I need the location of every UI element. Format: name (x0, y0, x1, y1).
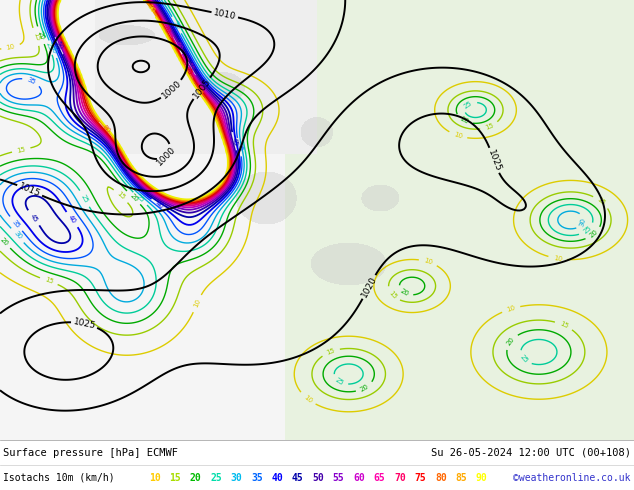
Text: 10: 10 (506, 305, 516, 313)
Text: 10: 10 (193, 298, 202, 309)
Text: 15: 15 (169, 472, 181, 483)
Text: 20: 20 (458, 116, 469, 125)
Text: 35: 35 (11, 219, 21, 229)
Text: 25: 25 (334, 377, 344, 387)
Text: 80: 80 (100, 124, 111, 135)
Text: 1010: 1010 (212, 8, 237, 22)
Text: 65: 65 (179, 53, 189, 64)
Text: 1000: 1000 (160, 79, 183, 101)
Text: 1025: 1025 (72, 317, 96, 331)
Text: 50: 50 (313, 472, 324, 483)
Text: 20: 20 (399, 288, 410, 297)
Text: 15: 15 (325, 347, 336, 356)
Text: 10: 10 (302, 393, 313, 404)
Text: 25: 25 (210, 472, 222, 483)
Text: 15: 15 (596, 196, 607, 207)
Text: 90: 90 (145, 3, 155, 14)
Text: 15: 15 (44, 277, 54, 285)
Text: 75: 75 (415, 472, 427, 483)
Text: 40: 40 (271, 472, 283, 483)
Text: 35: 35 (251, 472, 263, 483)
Text: 10: 10 (149, 472, 160, 483)
Text: 70: 70 (394, 472, 406, 483)
Text: 15: 15 (484, 122, 495, 131)
Text: 30: 30 (12, 230, 23, 241)
Text: 70: 70 (162, 24, 172, 35)
Text: 20: 20 (36, 30, 45, 41)
Text: 85: 85 (455, 472, 467, 483)
Text: 60: 60 (173, 40, 183, 51)
Text: 40: 40 (154, 199, 165, 210)
Text: Su 26-05-2024 12:00 UTC (00+108): Su 26-05-2024 12:00 UTC (00+108) (431, 447, 631, 458)
Text: 20: 20 (588, 229, 599, 239)
Text: 25: 25 (582, 225, 593, 235)
Text: 20: 20 (506, 336, 516, 347)
Text: 15: 15 (16, 146, 26, 154)
Text: 15: 15 (387, 290, 398, 300)
Text: 30: 30 (579, 217, 587, 227)
Text: 30: 30 (172, 20, 181, 30)
Text: 25: 25 (463, 99, 474, 109)
Text: 60: 60 (353, 472, 365, 483)
Text: 90: 90 (476, 472, 488, 483)
Text: 1005: 1005 (191, 76, 212, 100)
Text: 25: 25 (44, 41, 53, 51)
Text: 1000: 1000 (155, 145, 177, 167)
Text: 40: 40 (67, 214, 77, 225)
Text: 80: 80 (435, 472, 447, 483)
Text: Isotachs 10m (km/h): Isotachs 10m (km/h) (3, 472, 120, 483)
Text: 10: 10 (423, 258, 433, 266)
Text: 35: 35 (26, 76, 37, 85)
Text: 10: 10 (453, 131, 463, 140)
Text: 20: 20 (359, 383, 370, 392)
Text: Surface pressure [hPa] ECMWF: Surface pressure [hPa] ECMWF (3, 447, 178, 458)
Text: 1025: 1025 (486, 148, 502, 172)
Text: 55: 55 (333, 472, 345, 483)
Text: 45: 45 (292, 472, 304, 483)
Text: 20: 20 (0, 236, 9, 246)
Text: 35: 35 (235, 142, 243, 152)
Text: 25: 25 (135, 194, 145, 204)
Text: 45: 45 (230, 136, 238, 146)
Text: 20: 20 (190, 472, 202, 483)
Text: 1020: 1020 (359, 275, 378, 299)
Text: 45: 45 (29, 213, 39, 223)
Text: 30: 30 (48, 44, 58, 54)
Text: 15: 15 (32, 32, 41, 42)
Text: 15: 15 (559, 320, 569, 330)
Text: 75: 75 (183, 65, 193, 76)
Bar (95, 0, 317, 154)
Bar (285, 0, 634, 440)
Text: 25: 25 (519, 354, 529, 364)
Text: 55: 55 (186, 62, 196, 72)
Text: 1015: 1015 (17, 182, 42, 199)
Text: ©weatheronline.co.uk: ©weatheronline.co.uk (514, 472, 631, 483)
Text: 10: 10 (6, 43, 16, 50)
Text: 15: 15 (115, 191, 126, 201)
Text: 50: 50 (55, 40, 63, 51)
Text: 85: 85 (194, 86, 204, 97)
Text: 10: 10 (553, 255, 562, 262)
Text: 25: 25 (80, 194, 89, 204)
Text: 30: 30 (231, 472, 242, 483)
Text: 65: 65 (373, 472, 385, 483)
Text: 20: 20 (128, 193, 139, 203)
